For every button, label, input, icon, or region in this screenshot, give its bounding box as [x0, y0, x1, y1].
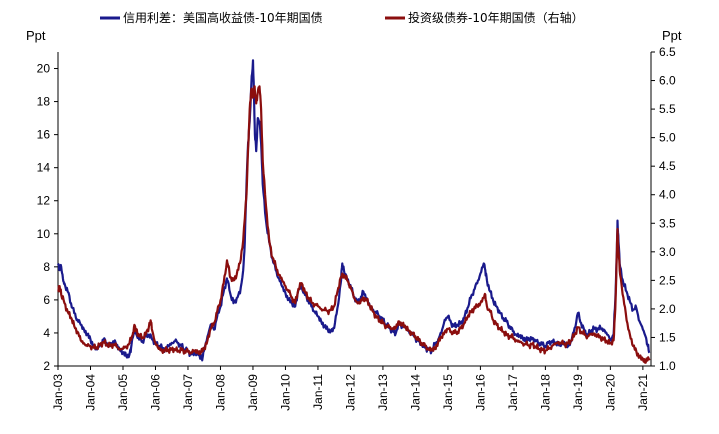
right-axis-unit-label: Ppt	[662, 28, 682, 43]
right-tick-label: 2.5	[659, 273, 676, 287]
left-tick-label: 18	[37, 95, 51, 109]
x-tick-label: Jan-14	[408, 374, 422, 411]
x-tick-label: Jan-06	[148, 374, 162, 411]
x-tick-label: Jan-03	[51, 374, 65, 411]
right-tick-label: 6.5	[659, 45, 676, 59]
x-tick-label: Jan-13	[376, 374, 390, 411]
x-tick-label: Jan-15	[441, 374, 455, 411]
x-tick-label: Jan-09	[246, 374, 260, 411]
x-tick-label: Jan-19	[571, 374, 585, 411]
legend: 信用利差：美国高收益债-10年期国债 投资级债券-10年期国债（右轴）	[100, 10, 584, 25]
right-tick-label: 1.5	[659, 330, 676, 344]
x-tick-label: Jan-10	[278, 374, 292, 411]
left-tick-label: 10	[37, 227, 51, 241]
right-tick-label: 5.5	[659, 102, 676, 116]
x-tick-label: Jan-12	[343, 374, 357, 411]
legend-label: 投资级债券-10年期国债（右轴）	[408, 10, 584, 25]
series-line-high-yield-spread	[56, 59, 651, 362]
x-tick-label: Jan-05	[116, 374, 130, 411]
left-axis-unit-label: Ppt	[26, 28, 46, 43]
right-tick-label: 2.0	[659, 302, 676, 316]
axes: 2 4 6 8 10 12 14 16 18 20 1.0 1.5 2.0 2.5 3.0 3.5 4.0 4.5…	[37, 45, 676, 411]
legend-label: 信用利差：美国高收益债-10年期国债	[123, 10, 323, 25]
x-tick-label: Jan-11	[311, 374, 325, 410]
x-tick-label: Jan-16	[473, 374, 487, 411]
left-tick-label: 16	[37, 128, 51, 142]
right-tick-label: 5.0	[659, 131, 676, 145]
x-tick-label: Jan-08	[213, 374, 227, 411]
right-tick-label: 6.0	[659, 74, 676, 88]
left-tick-label: 6	[43, 293, 50, 307]
x-tick-label: Jan-21	[636, 374, 650, 411]
series-layer	[56, 59, 651, 364]
right-tick-label: 3.0	[659, 245, 676, 259]
x-tick-label: Jan-20	[603, 374, 617, 411]
left-tick-label: 8	[43, 260, 50, 274]
left-tick-label: 4	[43, 326, 50, 340]
x-tick-label: Jan-07	[181, 374, 195, 411]
right-tick-label: 3.5	[659, 216, 676, 230]
right-tick-label: 4.0	[659, 188, 676, 202]
right-tick-label: 1.0	[659, 359, 676, 373]
right-tick-label: 4.5	[659, 159, 676, 173]
left-tick-label: 20	[37, 62, 51, 76]
left-tick-label: 14	[37, 161, 51, 175]
left-tick-label: 12	[37, 194, 51, 208]
x-tick-label: Jan-04	[83, 374, 97, 411]
series-line-investment-grade-spread	[57, 85, 651, 364]
left-tick-label: 2	[43, 359, 50, 373]
x-tick-label: Jan-17	[506, 374, 520, 411]
x-tick-label: Jan-18	[538, 374, 552, 411]
